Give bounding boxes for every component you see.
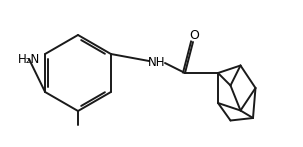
Text: NH: NH (148, 56, 166, 69)
Text: O: O (189, 29, 199, 41)
Text: H₂N: H₂N (18, 52, 40, 66)
